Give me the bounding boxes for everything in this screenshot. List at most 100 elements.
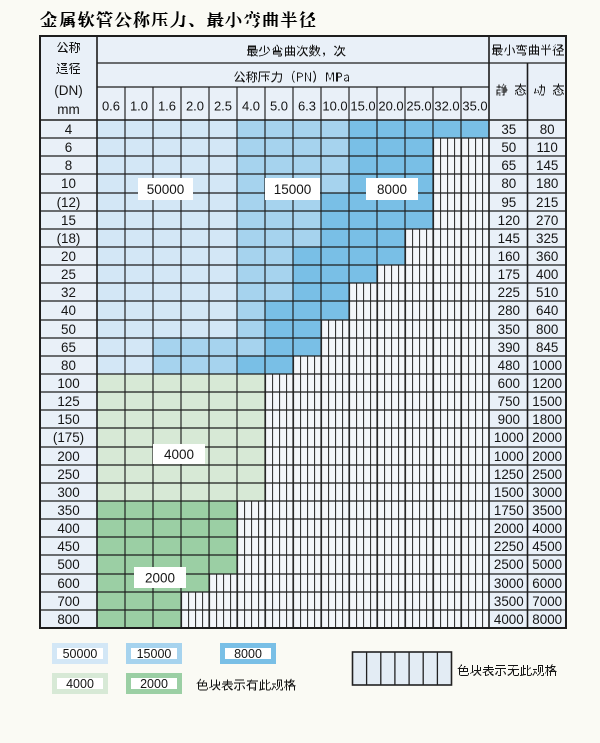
svg-text:450: 450 <box>57 539 79 554</box>
svg-text:6000: 6000 <box>532 576 562 591</box>
svg-text:160: 160 <box>498 249 520 264</box>
svg-text:180: 180 <box>536 176 558 191</box>
svg-text:65: 65 <box>61 340 76 355</box>
svg-text:800: 800 <box>536 322 558 337</box>
svg-text:25: 25 <box>61 267 76 282</box>
svg-text:(12): (12) <box>57 195 81 210</box>
svg-text:3000: 3000 <box>494 576 524 591</box>
svg-text:80: 80 <box>61 358 76 373</box>
svg-text:2250: 2250 <box>494 539 524 554</box>
svg-text:4.0: 4.0 <box>242 99 260 114</box>
svg-text:200: 200 <box>57 449 79 464</box>
svg-text:325: 325 <box>536 231 558 246</box>
svg-text:8000: 8000 <box>234 647 262 661</box>
svg-text:7000: 7000 <box>532 594 562 609</box>
svg-text:50: 50 <box>501 140 516 155</box>
svg-text:2000: 2000 <box>532 449 562 464</box>
svg-text:2000: 2000 <box>140 677 168 691</box>
svg-text:1500: 1500 <box>494 485 524 500</box>
svg-text:2000: 2000 <box>145 570 175 585</box>
svg-text:2000: 2000 <box>532 430 562 445</box>
svg-text:1.0: 1.0 <box>130 99 148 114</box>
svg-text:15000: 15000 <box>137 647 172 661</box>
svg-text:15.0: 15.0 <box>350 99 375 114</box>
svg-text:2500: 2500 <box>532 467 562 482</box>
svg-text:390: 390 <box>498 340 520 355</box>
svg-text:1800: 1800 <box>532 412 562 427</box>
svg-text:6: 6 <box>65 140 72 155</box>
svg-text:1000: 1000 <box>494 449 524 464</box>
svg-text:32: 32 <box>61 285 76 300</box>
svg-text:2500: 2500 <box>494 557 524 572</box>
svg-text:1.6: 1.6 <box>158 99 176 114</box>
svg-text:1000: 1000 <box>494 430 524 445</box>
svg-text:10.0: 10.0 <box>322 99 347 114</box>
svg-text:40: 40 <box>61 303 76 318</box>
svg-text:4: 4 <box>65 122 73 137</box>
svg-text:145: 145 <box>536 158 558 173</box>
svg-text:35.0: 35.0 <box>462 99 487 114</box>
svg-text:5.0: 5.0 <box>270 99 288 114</box>
svg-text:110: 110 <box>537 140 558 155</box>
svg-text:8000: 8000 <box>532 612 562 627</box>
svg-text:2.5: 2.5 <box>214 99 232 114</box>
svg-text:80: 80 <box>540 122 555 137</box>
svg-text:100: 100 <box>57 376 79 391</box>
svg-text:300: 300 <box>57 485 79 500</box>
svg-text:360: 360 <box>536 249 558 264</box>
svg-text:480: 480 <box>498 358 520 373</box>
svg-text:1000: 1000 <box>532 358 562 373</box>
svg-text:10: 10 <box>61 176 76 191</box>
svg-text:750: 750 <box>498 394 520 409</box>
svg-text:900: 900 <box>498 412 520 427</box>
svg-text:5000: 5000 <box>532 557 562 572</box>
svg-text:350: 350 <box>57 503 79 518</box>
svg-text:20.0: 20.0 <box>378 99 403 114</box>
svg-text:4000: 4000 <box>66 677 94 691</box>
svg-text:(DN): (DN) <box>54 83 83 98</box>
svg-text:500: 500 <box>57 557 79 572</box>
svg-text:250: 250 <box>57 467 79 482</box>
svg-text:3000: 3000 <box>532 485 562 500</box>
svg-text:350: 350 <box>498 322 520 337</box>
svg-text:3500: 3500 <box>532 503 562 518</box>
svg-text:400: 400 <box>536 267 558 282</box>
svg-text:145: 145 <box>498 231 520 246</box>
svg-text:(175): (175) <box>53 430 84 445</box>
svg-text:120: 120 <box>498 213 520 228</box>
svg-text:4000: 4000 <box>164 447 194 462</box>
svg-text:4500: 4500 <box>532 539 562 554</box>
svg-text:(18): (18) <box>57 231 81 246</box>
svg-text:50000: 50000 <box>63 647 98 661</box>
svg-text:0.6: 0.6 <box>102 99 120 114</box>
svg-text:510: 510 <box>536 285 558 300</box>
svg-text:150: 150 <box>57 412 79 427</box>
svg-text:8000: 8000 <box>377 182 407 197</box>
svg-text:15000: 15000 <box>274 182 312 197</box>
svg-text:600: 600 <box>498 376 520 391</box>
svg-text:95: 95 <box>501 195 516 210</box>
svg-text:1250: 1250 <box>494 467 524 482</box>
svg-text:15: 15 <box>61 213 76 228</box>
svg-text:25.0: 25.0 <box>406 99 431 114</box>
svg-text:4000: 4000 <box>532 521 562 536</box>
svg-text:640: 640 <box>536 303 558 318</box>
svg-text:8: 8 <box>65 158 72 173</box>
svg-text:65: 65 <box>501 158 516 173</box>
svg-text:600: 600 <box>57 576 79 591</box>
svg-text:mm: mm <box>57 102 80 117</box>
svg-text:280: 280 <box>498 303 520 318</box>
svg-text:800: 800 <box>57 612 79 627</box>
svg-text:6.3: 6.3 <box>298 99 316 114</box>
svg-text:35: 35 <box>501 122 516 137</box>
svg-text:700: 700 <box>57 594 79 609</box>
svg-text:225: 225 <box>498 285 520 300</box>
svg-text:3500: 3500 <box>494 594 524 609</box>
svg-text:2.0: 2.0 <box>186 99 204 114</box>
svg-text:125: 125 <box>57 394 79 409</box>
svg-text:50000: 50000 <box>147 182 185 197</box>
svg-text:2000: 2000 <box>494 521 524 536</box>
svg-text:80: 80 <box>501 176 516 191</box>
svg-text:4000: 4000 <box>494 612 524 627</box>
svg-text:20: 20 <box>61 249 76 264</box>
